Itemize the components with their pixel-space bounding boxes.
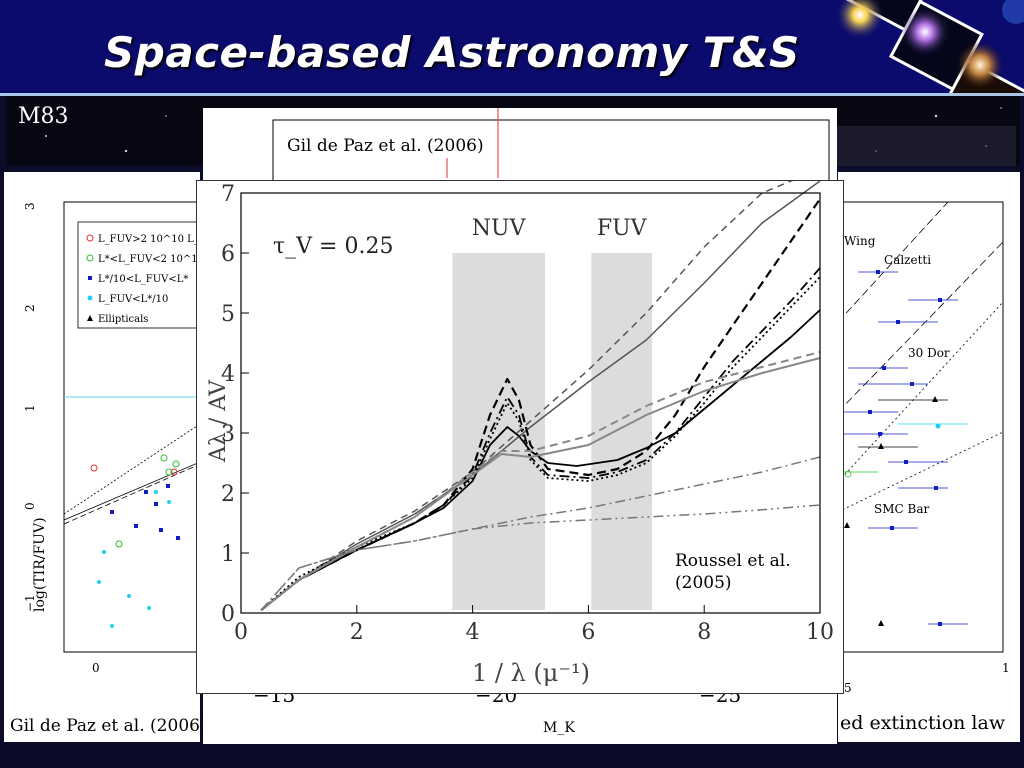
y-tick-label: 2 — [221, 482, 235, 507]
right-label-wing: Wing — [844, 234, 876, 248]
credit-line-1: Roussel et al. — [675, 551, 791, 571]
galaxy-strip-image — [830, 0, 1024, 93]
extinction-curve-chart: NUV FUV 0 2 4 6 8 10 0 1 2 3 4 5 6 7 τ_V = 0.25 Aλ / A… — [206, 168, 834, 687]
right-scatter-points — [838, 270, 968, 626]
left-ylabel: log(TIR/FUV) — [32, 517, 48, 612]
right-xtick: 5 — [844, 681, 852, 695]
right-label-smcbar: SMC Bar — [874, 502, 929, 516]
right-panel: Wing Calzetti 30 Dor SMC Bar 5 1 ed exti… — [837, 172, 1020, 742]
left-ytick: 1 — [23, 404, 37, 412]
back-caption: Gil de Paz et al. (2006) — [287, 136, 484, 156]
band-label-fuv: FUV — [597, 216, 648, 241]
x-tick-label: 6 — [581, 620, 595, 645]
tau-annotation: τ_V = 0.25 — [273, 234, 393, 259]
y-tick-label: 1 — [221, 542, 235, 567]
x-axis-label: 1 / λ (μ⁻¹) — [472, 659, 590, 687]
slide-title: Space-based Astronomy T&S — [104, 28, 800, 77]
credit-line-2: (2005) — [675, 573, 732, 593]
left-legend-entry: L*<L_FUV<2 10^10 — [98, 254, 200, 265]
region-label: M83 — [18, 104, 69, 129]
left-legend-entry: L_FUV>2 10^10 L_⊙ — [98, 234, 200, 245]
y-axis-label: Aλ / AV — [206, 379, 231, 463]
x-tick-label: 10 — [806, 620, 834, 645]
legend-marker-blue — [88, 276, 92, 280]
left-ytick: 2 — [23, 304, 37, 312]
band-label-nuv: NUV — [472, 216, 527, 241]
curve-8 — [260, 351, 821, 611]
curve-2 — [260, 168, 821, 611]
legend-marker-green — [86, 254, 94, 262]
plot-frame — [240, 192, 821, 614]
y-tick-label: 0 — [221, 602, 235, 627]
x-tick-label: 2 — [350, 620, 364, 645]
curve-10 — [260, 504, 821, 611]
credit-annotation: Roussel et al. (2005) — [675, 551, 796, 593]
right-xtick: 1 — [1002, 661, 1010, 675]
band-fuv — [591, 253, 653, 610]
left-ytick: 3 — [23, 202, 37, 210]
curve-5 — [260, 267, 821, 611]
left-legend-box — [77, 221, 201, 329]
left-caption: Gil de Paz et al. (2006) — [10, 716, 207, 736]
legend-marker-triangle — [87, 315, 93, 321]
right-label-30dor: 30 Dor — [908, 346, 950, 360]
y-tick-label: 4 — [221, 362, 235, 387]
legend-marker-red — [86, 234, 94, 242]
left-panel: log(TIR/FUV) 3 2 1 0 −1 0 L_FUV>2 10^10 … — [4, 172, 207, 742]
left-legend-entry: L*/10<L_FUV<L* — [98, 274, 188, 285]
curve-1 — [260, 180, 821, 611]
left-ytick: 0 — [23, 502, 37, 510]
back-xlabel: M_K — [543, 720, 575, 736]
legend-marker-cyan — [87, 295, 93, 301]
front-chart-panel: NUV FUV 0 2 4 6 8 10 0 1 2 3 4 5 6 7 τ_V = 0.25 Aλ / A… — [196, 168, 844, 694]
left-ytick: −1 — [23, 594, 37, 612]
y-tick-label: 5 — [221, 302, 235, 327]
x-tick-label: 8 — [697, 620, 711, 645]
right-label-calzetti: Calzetti — [884, 253, 931, 267]
y-tick-label: 3 — [221, 422, 235, 447]
left-scatter-points — [90, 454, 180, 628]
left-legend-entry: L_FUV<L*/10 — [98, 294, 168, 305]
y-tick-label: 7 — [221, 182, 235, 207]
left-legend-entry: Ellipticals — [98, 314, 148, 325]
right-caption: ed extinction law — [840, 712, 1006, 734]
x-tick-label: 0 — [234, 620, 248, 645]
left-xtick: 0 — [92, 661, 100, 675]
band-nuv — [452, 253, 545, 610]
title-bar: Space-based Astronomy T&S — [0, 0, 1024, 96]
y-tick-label: 6 — [221, 242, 235, 267]
x-tick-label: 4 — [466, 620, 480, 645]
